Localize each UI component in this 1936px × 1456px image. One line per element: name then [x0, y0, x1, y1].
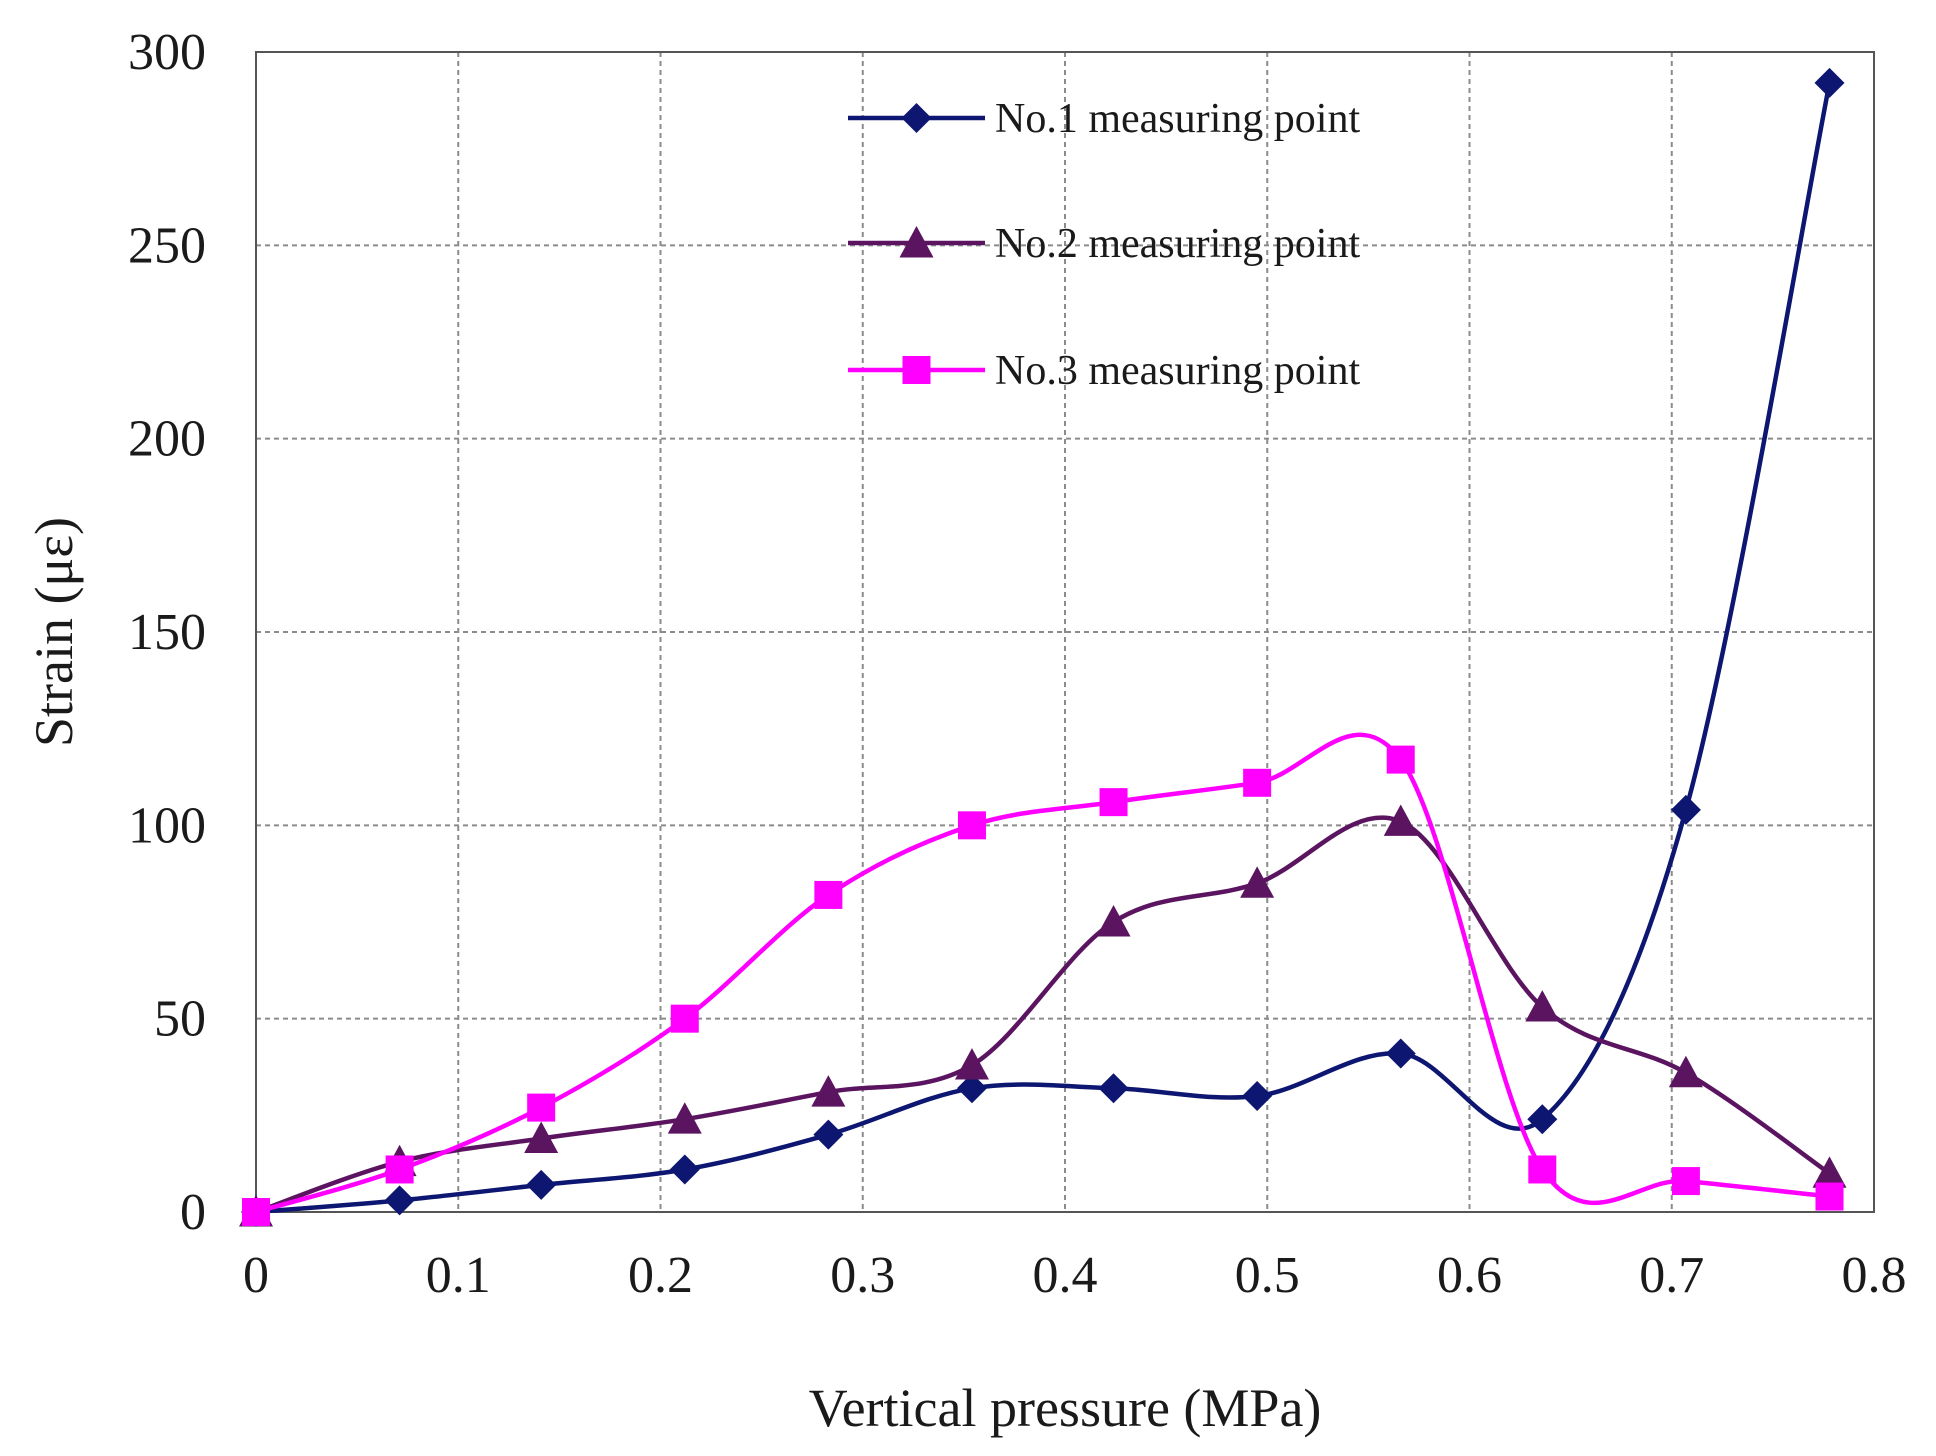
- y-axis-ticks: 0 50 100 150 200 250 300: [128, 24, 206, 1241]
- series-1-point: [1385, 1038, 1416, 1069]
- x-tick-label: 0.4: [1033, 1247, 1098, 1304]
- series-1-point: [669, 1154, 700, 1185]
- series-3-point: [1243, 768, 1272, 797]
- legend-marker: [902, 356, 931, 384]
- series-3-point: [242, 1198, 270, 1226]
- x-tick-label: 0.2: [628, 1247, 693, 1304]
- legend: No.1 measuring point No.2 measuring point…: [848, 96, 1360, 394]
- plot-area: [255, 51, 1875, 1213]
- series-2-point: [524, 1121, 559, 1153]
- x-axis-title: Vertical pressure (MPa): [809, 1378, 1322, 1438]
- grid: [256, 52, 1874, 1212]
- x-tick-label: 0.6: [1437, 1247, 1502, 1304]
- series-1-point: [1242, 1081, 1273, 1111]
- series-3: [242, 732, 1844, 1226]
- y-tick-label: 0: [180, 1184, 206, 1241]
- legend-marker: [899, 226, 934, 258]
- series-3-point: [1528, 1155, 1557, 1184]
- series-1-point: [1098, 1073, 1129, 1104]
- legend-item-1: No.1 measuring point: [848, 96, 1360, 142]
- series-2-point: [1525, 990, 1560, 1022]
- series-2-point: [1383, 804, 1418, 836]
- series-2-point: [1096, 905, 1131, 937]
- x-tick-label: 0.8: [1842, 1247, 1907, 1304]
- series-3-point: [1815, 1182, 1844, 1211]
- y-axis-title: Strain (με): [24, 517, 84, 747]
- x-tick-label: 0: [243, 1247, 269, 1304]
- series-2-point: [1812, 1156, 1847, 1188]
- series-2-point: [1668, 1055, 1703, 1088]
- x-tick-label: 0.5: [1235, 1247, 1300, 1304]
- series-3-point: [814, 880, 843, 909]
- series-2-point: [811, 1075, 846, 1107]
- series-1-point: [526, 1169, 557, 1200]
- x-tick-label: 0.7: [1639, 1247, 1704, 1304]
- legend-label: No.2 measuring point: [995, 221, 1360, 267]
- series-2-line: [253, 815, 1832, 1215]
- series-3-point: [385, 1155, 414, 1184]
- legend-label: No.3 measuring point: [995, 348, 1360, 394]
- y-tick-label: 50: [154, 991, 206, 1048]
- legend-item-3: No.3 measuring point: [848, 348, 1360, 394]
- series-2: [239, 804, 1847, 1227]
- x-tick-label: 0.1: [426, 1247, 491, 1304]
- series-2-point: [1240, 866, 1275, 898]
- y-tick-label: 150: [128, 604, 206, 661]
- series-3-point: [1386, 745, 1415, 774]
- series-1-point: [1670, 794, 1701, 825]
- series-3-point: [670, 1004, 699, 1033]
- series-1-point: [813, 1119, 844, 1150]
- series-1: [241, 67, 1845, 1227]
- series-3-point: [1671, 1167, 1700, 1196]
- series-1-point: [1527, 1104, 1558, 1135]
- series-group: [239, 67, 1847, 1227]
- series-1-point: [1814, 67, 1845, 98]
- series-3-point: [527, 1093, 556, 1122]
- series-3-point: [957, 811, 986, 840]
- y-tick-label: 300: [128, 24, 206, 81]
- series-1-point: [384, 1185, 415, 1216]
- series-3-point: [1099, 788, 1128, 817]
- legend-item-2: No.2 measuring point: [848, 221, 1360, 267]
- y-tick-label: 200: [128, 411, 206, 468]
- series-2-point: [667, 1102, 702, 1134]
- y-tick-label: 100: [128, 797, 206, 854]
- x-tick-label: 0.3: [830, 1247, 895, 1304]
- legend-marker: [901, 103, 932, 133]
- legend-label: No.1 measuring point: [995, 96, 1360, 142]
- x-axis-ticks: 0 0.1 0.2 0.3 0.4 0.5 0.6 0.7 0.8: [243, 1247, 1907, 1304]
- series-2-point: [954, 1048, 989, 1080]
- series-1-point: [956, 1073, 987, 1104]
- y-tick-label: 250: [128, 217, 206, 274]
- series-3-line: [253, 732, 1832, 1215]
